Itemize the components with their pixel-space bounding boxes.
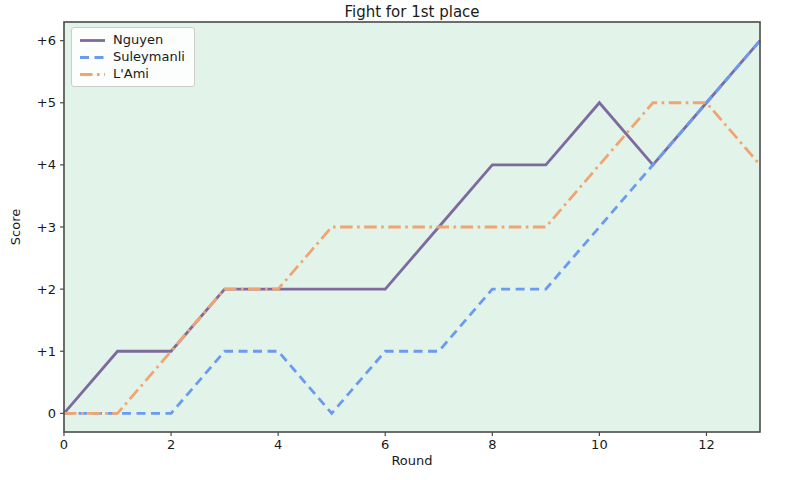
legend-line-sample-icon [79,71,106,78]
x-tick-label: 6 [381,437,389,452]
x-tick-label: 8 [488,437,496,452]
x-axis-label: Round [64,453,760,468]
legend-line-sample-icon [79,54,106,61]
x-tick-label: 2 [167,437,175,452]
x-tick-label: 12 [698,437,715,452]
y-tick-label: 0 [48,406,56,421]
x-tick-label: 0 [60,437,68,452]
y-tick-label: +2 [37,282,56,297]
x-tick-label: 10 [591,437,608,452]
legend-label-nguyen: Nguyen [113,33,163,47]
x-tick-label: 4 [274,437,282,452]
legend-label-suleymanli: Suleymanli [113,50,185,64]
y-tick-label: +6 [37,33,56,48]
chart-title: Fight for 1st place [64,3,760,21]
y-tick-label: +4 [37,157,56,172]
legend-item-nguyen: Nguyen [79,33,185,47]
y-tick-label: +3 [37,220,56,235]
legend-label-lami: L'Ami [113,67,149,81]
y-axis-label: Score [8,209,23,245]
y-tick-label: +1 [37,344,56,359]
y-tick-label: +5 [37,95,56,110]
legend-item-lami: L'Ami [79,67,185,81]
legend-line-sample-icon [79,37,106,44]
legend: Nguyen Suleymanli L'Ami [71,27,195,87]
chart-figure: 0 2 4 6 8 10 12 0 +1 +2 +3 +4 +5 +6 Fight for 1st pla… [0,0,800,480]
legend-item-suleymanli: Suleymanli [79,50,185,64]
